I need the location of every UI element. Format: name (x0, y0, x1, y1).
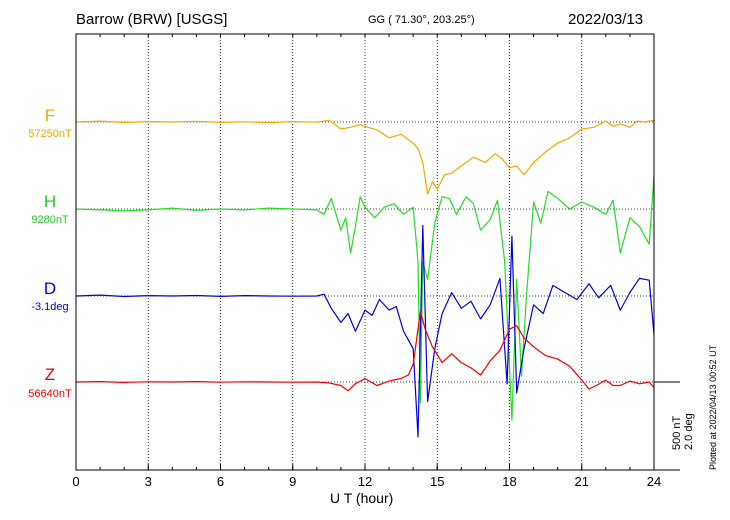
series-baseline-h: 9280nT (31, 214, 69, 226)
x-tick-label: 12 (357, 474, 373, 489)
series-name-d: D (43, 279, 57, 298)
series-line-z (76, 311, 654, 392)
x-axis-label: U T (hour) (330, 490, 394, 506)
series-name-h: H (43, 192, 57, 211)
date-label: 2022/03/13 (568, 11, 644, 28)
series-baseline-z: 56640nT (28, 388, 72, 400)
coordinates-label: GG ( 71.30°, 203.25°) (368, 14, 475, 26)
x-tick-marks (75, 34, 655, 470)
x-tick-label: 18 (502, 474, 517, 489)
x-tick-label: 6 (216, 474, 225, 489)
plot-frame (75, 33, 655, 471)
x-tick-label: 21 (574, 474, 589, 489)
series-baseline-d: -3.1deg (31, 301, 69, 313)
x-tick-label: 24 (646, 474, 662, 489)
x-tick-label: 15 (430, 474, 445, 489)
x-tick-label: 3 (144, 474, 152, 489)
series-name-z: Z (44, 365, 56, 384)
station-title: Barrow (BRW) [USGS] (76, 11, 228, 28)
x-tick-label: 9 (289, 474, 297, 489)
x-tick-label: 0 (72, 474, 80, 489)
series-line-f (76, 119, 654, 195)
series-line-h (76, 175, 654, 421)
scale-nt-label: 500 nT (671, 415, 683, 450)
plotted-at-note: Plotted at 2022/04/13 00:52 UT (708, 344, 718, 470)
scale-deg-label: 2.0 deg (683, 413, 695, 450)
series-line-d (76, 225, 654, 438)
series-name-f: F (44, 106, 56, 125)
series-baseline-f: 57250nT (28, 128, 72, 140)
grid-lines (147, 34, 583, 470)
